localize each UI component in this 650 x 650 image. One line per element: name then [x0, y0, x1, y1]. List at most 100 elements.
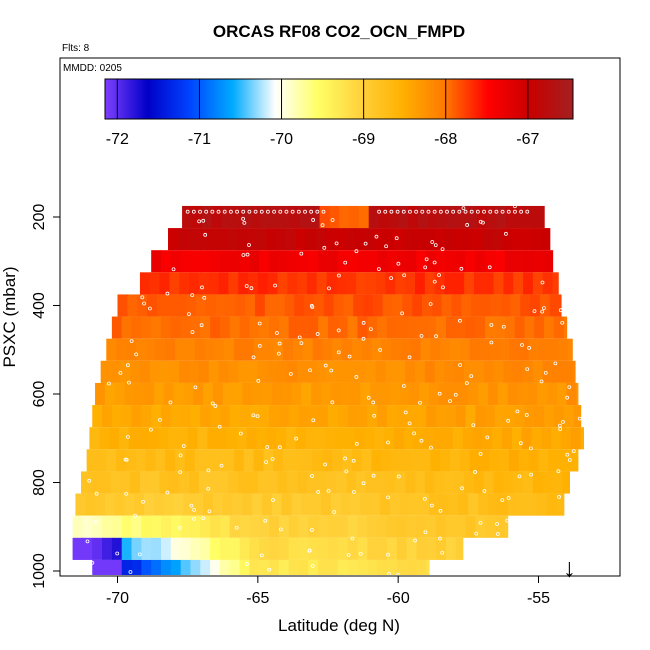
heat-cell — [527, 493, 538, 516]
heat-cell — [386, 515, 398, 538]
heat-cell — [465, 316, 476, 339]
heat-cell — [305, 228, 316, 251]
heat-cell — [367, 537, 378, 560]
sample-point — [192, 517, 197, 521]
heat-cell — [179, 471, 190, 494]
heat-cell — [328, 250, 339, 273]
heat-cell — [534, 316, 545, 339]
heat-cell — [151, 405, 162, 428]
heat-cell — [409, 382, 420, 406]
heat-cell — [248, 360, 259, 383]
sample-point — [460, 486, 464, 491]
heat-cell — [203, 382, 214, 406]
heat-cell — [283, 338, 294, 361]
heat-cell — [458, 493, 469, 516]
heat-cell — [189, 471, 200, 494]
sample-point — [107, 381, 111, 386]
heat-cell — [495, 405, 506, 428]
sample-point — [389, 276, 394, 280]
heat-cell — [461, 294, 472, 317]
sample-point — [429, 503, 434, 508]
sample-point — [235, 209, 239, 214]
heat-cell — [239, 316, 251, 339]
sample-point — [277, 445, 282, 450]
heat-cell — [121, 537, 133, 560]
heat-cell — [347, 559, 359, 575]
heat-cell — [521, 427, 533, 450]
heat-cell — [141, 515, 152, 538]
heat-cell — [316, 272, 328, 295]
heat-cell — [450, 338, 461, 361]
heat-cell — [153, 493, 165, 516]
sample-point — [255, 414, 260, 419]
heat-cell — [111, 559, 123, 575]
heat-cell — [219, 559, 231, 575]
heat-cell — [372, 294, 384, 317]
sample-point — [336, 328, 341, 333]
heat-cell — [276, 228, 287, 251]
heat-cell — [367, 250, 378, 273]
heat-cell — [552, 360, 563, 383]
heat-cell — [455, 316, 467, 339]
sample-point — [430, 240, 435, 244]
heat-cell — [396, 559, 408, 575]
heat-cell — [110, 471, 121, 494]
sample-point — [494, 209, 499, 214]
sample-point — [124, 491, 129, 496]
sample-point — [528, 446, 533, 451]
y-tick-label: 400 — [31, 292, 48, 319]
heat-cell — [444, 360, 455, 383]
heat-cell — [455, 250, 467, 273]
heat-cell — [391, 449, 402, 472]
heat-cell — [552, 272, 559, 295]
sample-point — [126, 363, 130, 368]
heat-cell — [344, 228, 356, 251]
sample-point — [310, 564, 315, 568]
sample-point — [495, 522, 499, 526]
heat-cell — [161, 515, 172, 538]
y-tick-label: 600 — [31, 381, 48, 408]
heat-cell — [121, 316, 133, 339]
heat-cell — [193, 493, 204, 516]
heat-cell — [391, 338, 402, 361]
sample-point — [437, 391, 442, 396]
sample-point — [228, 209, 233, 214]
heat-cell — [302, 338, 314, 361]
sample-point — [377, 209, 381, 214]
heat-cell — [90, 471, 102, 494]
sample-point — [206, 486, 211, 491]
heat-cell — [305, 427, 316, 450]
heat-cell — [445, 250, 457, 273]
heat-cell — [189, 360, 200, 383]
sample-point — [395, 209, 400, 214]
heat-cell — [365, 360, 377, 383]
sample-point — [344, 469, 349, 474]
sample-point — [311, 418, 316, 423]
sample-point — [458, 318, 462, 323]
heat-cell — [367, 559, 378, 575]
heat-cell — [72, 537, 84, 560]
heat-cell — [228, 471, 239, 494]
heat-cell — [457, 205, 468, 229]
heat-cell — [229, 316, 241, 339]
sample-points — [85, 204, 582, 584]
heat-cell — [294, 294, 305, 317]
sample-point — [247, 209, 252, 214]
heat-cell — [436, 405, 447, 428]
heat-cell — [375, 360, 387, 383]
sample-point — [207, 509, 212, 514]
heat-cell — [283, 449, 294, 472]
sample-point — [419, 333, 424, 338]
heat-cell — [438, 382, 450, 406]
heat-cell — [131, 537, 142, 560]
heat-cell — [485, 316, 496, 339]
sample-point — [438, 536, 442, 541]
sample-point — [519, 209, 523, 214]
heat-cell — [528, 449, 540, 472]
heat-cell — [468, 382, 479, 406]
heat-cell — [163, 493, 175, 516]
heat-cell — [475, 250, 486, 273]
sample-point — [372, 413, 377, 418]
heat-cell — [236, 427, 248, 450]
heat-cell — [406, 316, 418, 339]
